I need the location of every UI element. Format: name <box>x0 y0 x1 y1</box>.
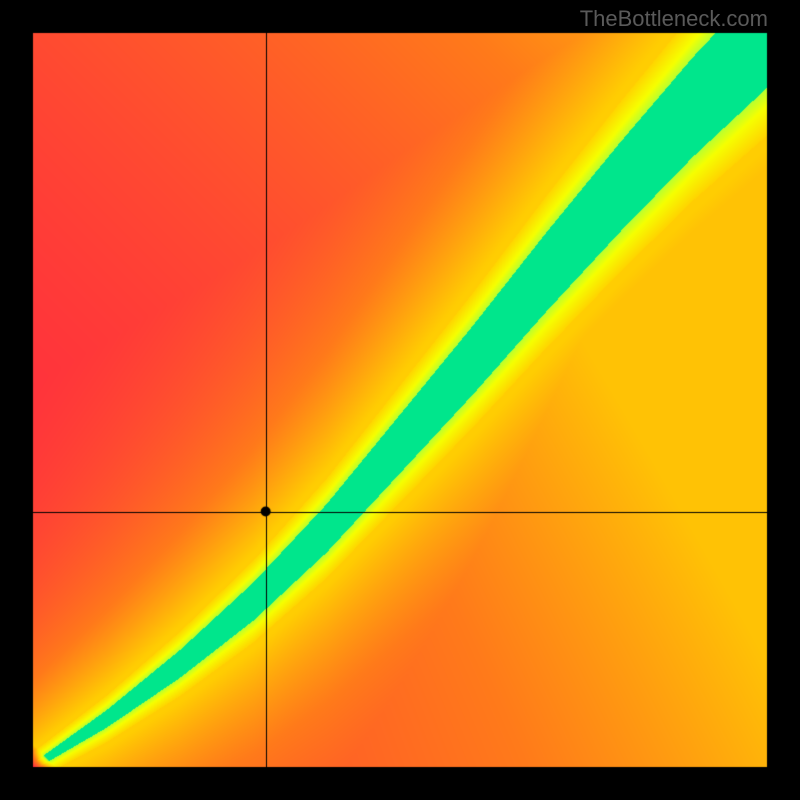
watermark-text: TheBottleneck.com <box>580 6 768 32</box>
chart-container: TheBottleneck.com <box>0 0 800 800</box>
bottleneck-heatmap-canvas <box>0 0 800 800</box>
